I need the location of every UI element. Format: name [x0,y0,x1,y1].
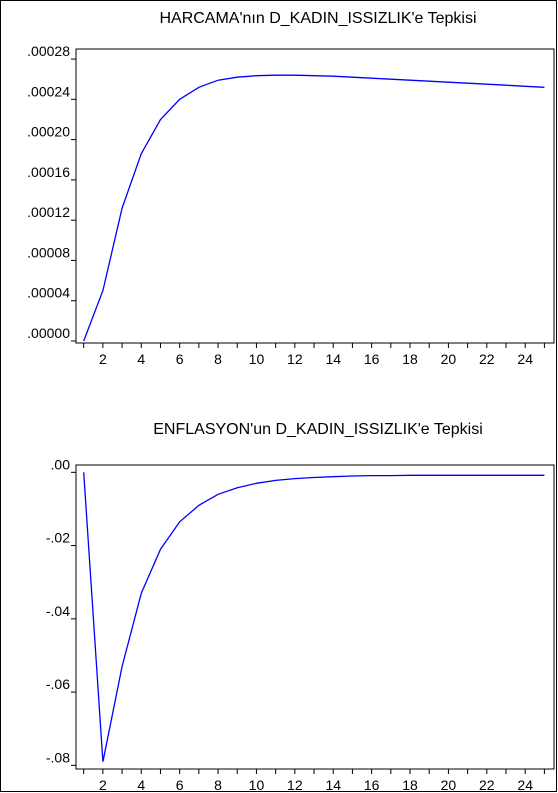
y-tick-label: .00028 [27,43,70,59]
series-line [83,472,545,762]
x-tick-label: 20 [441,777,457,793]
series-line [83,74,545,342]
x-tick-label: 4 [137,777,145,793]
x-tick-label: 12 [287,351,303,367]
y-tick-label: .00 [51,456,71,472]
x-tick-label: 8 [214,777,222,793]
y-tick-label: .00012 [27,204,70,220]
y-tick-label: -.06 [46,676,70,692]
y-tick-label: .00020 [27,124,70,140]
chart-panel-harcama: HARCAMA'nın D_KADIN_ISSIZLIK'e Tepkisi .… [27,10,555,367]
chart-title: ENFLASYON'un D_KADIN_ISSIZLIK'e Tepkisi [153,421,483,438]
y-tick-label: .00008 [27,244,70,260]
y-tick-label: -.08 [46,749,70,765]
x-tick-label: 24 [517,777,533,793]
plot-area-border [75,48,555,344]
y-tick-label: -.02 [46,530,70,546]
x-tick-label: 10 [249,351,265,367]
x-tick-label: 20 [441,351,457,367]
x-tick-label: 2 [99,777,107,793]
y-tick-label: .00000 [27,325,70,341]
plot-area-border [75,464,555,770]
x-tick-label: 10 [249,777,265,793]
y-tick-label: -.04 [46,603,70,619]
x-tick-label: 14 [325,777,341,793]
x-tick-label: 12 [287,777,303,793]
x-tick-label: 4 [137,351,145,367]
x-tick-label: 16 [364,777,380,793]
x-tick-label: 18 [402,351,418,367]
x-tick-label: 6 [176,777,184,793]
y-tick-label: .00016 [27,164,70,180]
y-tick-label: .00004 [27,285,70,301]
x-tick-label: 22 [479,777,495,793]
x-tick-label: 24 [517,351,533,367]
x-tick-label: 2 [99,351,107,367]
chart-title: HARCAMA'nın D_KADIN_ISSIZLIK'e Tepkisi [159,10,476,27]
x-tick-label: 22 [479,351,495,367]
x-tick-label: 16 [364,351,380,367]
y-tick-label: .00024 [27,83,70,99]
x-tick-label: 6 [176,351,184,367]
x-tick-label: 14 [325,351,341,367]
x-tick-label: 8 [214,351,222,367]
x-tick-label: 18 [402,777,418,793]
chart-panel-enflasyon: ENFLASYON'un D_KADIN_ISSIZLIK'e Tepkisi … [46,421,555,793]
